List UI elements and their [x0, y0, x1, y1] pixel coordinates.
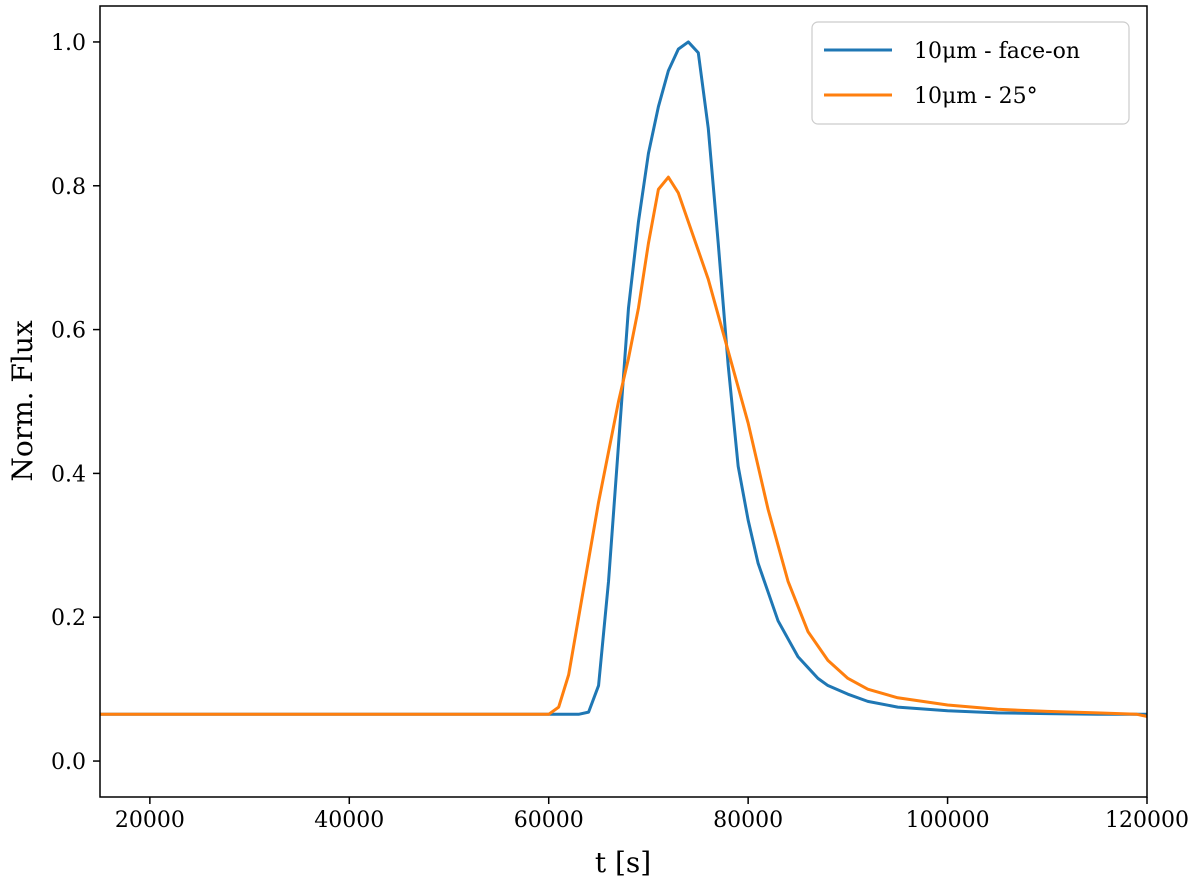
- legend-box: [811, 21, 1130, 125]
- y-axis-label: Norm. Flux: [6, 320, 39, 482]
- x-tick-label: 40000: [314, 808, 384, 833]
- y-tick-label: 0.8: [51, 175, 86, 200]
- x-tick-label: 60000: [514, 808, 584, 833]
- x-tick-label: 80000: [713, 808, 783, 833]
- plot-frame: [99, 5, 1148, 798]
- series-layer: [100, 40, 1147, 718]
- series-line-25deg: [100, 175, 1147, 718]
- ticks-layer: 20000 40000 60000 80000 100000 120000 0.0 0.2 0.…: [51, 31, 1189, 833]
- x-axis-label: t [s]: [595, 846, 651, 879]
- x-tick-label: 100000: [906, 808, 990, 833]
- legend: 10μm - face-on 10μm - 25°: [811, 21, 1130, 125]
- x-tick-label: 20000: [115, 808, 185, 833]
- y-tick-label: 0.2: [51, 606, 86, 631]
- x-tick-label: 120000: [1105, 808, 1189, 833]
- series-line-face-on: [100, 40, 1147, 716]
- y-tick-label: 0.0: [51, 750, 86, 775]
- y-tick-label: 0.4: [51, 462, 86, 487]
- legend-label-face-on: 10μm - face-on: [914, 39, 1080, 64]
- y-tick-label: 1.0: [51, 31, 86, 56]
- legend-label-25deg: 10μm - 25°: [914, 84, 1038, 109]
- y-tick-label: 0.6: [51, 319, 86, 344]
